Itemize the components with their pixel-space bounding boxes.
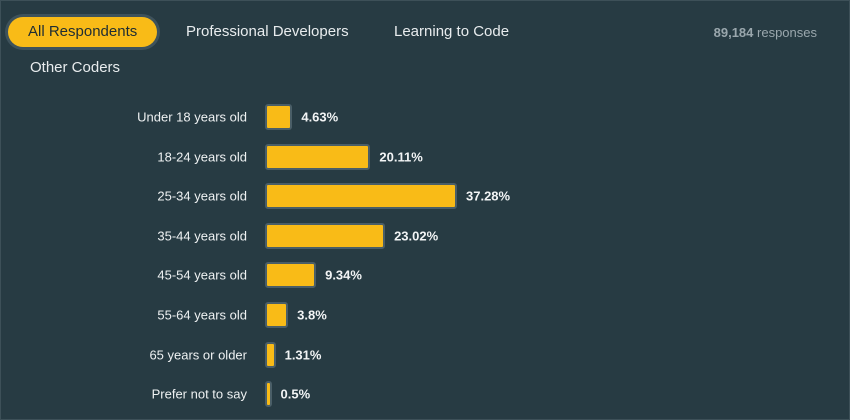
value-label: 37.28% (466, 188, 511, 204)
tab-other-coders[interactable]: Other Coders (30, 59, 121, 76)
category-label: 65 years or older (149, 347, 247, 363)
bar (265, 381, 272, 408)
bar (265, 183, 457, 210)
value-label: 9.34% (325, 267, 362, 283)
bar (265, 104, 293, 130)
value-label: 0.5% (280, 386, 311, 402)
category-label: 55-64 years old (157, 307, 247, 323)
category-label: Under 18 years old (137, 109, 247, 125)
response-count: 89,184 responses (714, 25, 817, 40)
category-label: 45-54 years old (157, 267, 247, 283)
category-label: 35-44 years old (157, 228, 247, 244)
bar (265, 143, 371, 170)
value-label: 3.8% (297, 307, 327, 323)
tab-professional-developers[interactable]: Professional Developers (186, 23, 349, 40)
category-label: Prefer not to say (151, 386, 247, 402)
tab-learning-to-code[interactable]: Learning to Code (394, 23, 510, 40)
value-label: 20.11% (379, 149, 423, 165)
tab-all-respondents[interactable]: All Respondents (8, 17, 158, 47)
bar (265, 341, 276, 368)
bar (265, 302, 289, 328)
value-label: 23.02% (394, 228, 439, 244)
value-label: 4.63% (301, 109, 339, 125)
bar (265, 222, 386, 249)
category-label: 18-24 years old (157, 149, 247, 165)
response-number: 89,184 (713, 25, 754, 40)
value-label: 1.31% (284, 347, 322, 363)
category-label: 25-34 years old (157, 188, 247, 204)
response-label: responses (757, 25, 817, 40)
bar (265, 262, 317, 289)
